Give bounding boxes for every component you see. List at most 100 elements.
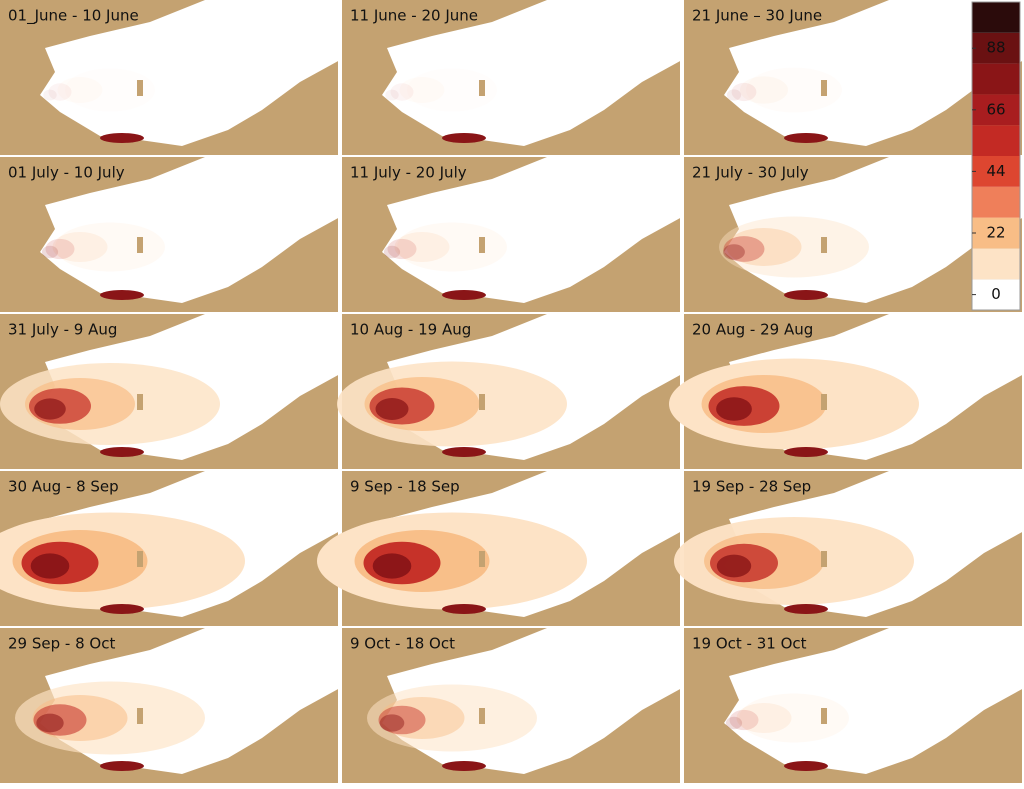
map-panel: 11 June - 20 June: [342, 0, 682, 155]
bloom-core: [723, 244, 745, 260]
colorbar-segment: [972, 94, 1020, 126]
lake: [40, 157, 340, 303]
map-panel: 20 Aug - 29 Aug: [669, 314, 1024, 469]
map-panel: 31 July - 9 Aug: [0, 314, 340, 469]
colorbar-segment: [972, 125, 1020, 156]
bloom-inner: [729, 709, 759, 731]
river-mouth: [442, 133, 486, 143]
bloom-outer: [65, 68, 155, 112]
panel-title: 20 Aug - 29 Aug: [692, 321, 813, 339]
island: [137, 80, 143, 96]
map-panel: 10 Aug - 19 Aug: [337, 314, 682, 469]
bloom-mid: [736, 703, 792, 733]
panel-title: 9 Sep - 18 Sep: [350, 478, 460, 496]
bloom-mid: [394, 232, 450, 262]
bloom-core: [379, 714, 405, 732]
bloom-core: [43, 89, 57, 101]
map-panel: 01 July - 10 July: [0, 157, 340, 312]
bloom-inner: [731, 82, 757, 102]
colorbar-segment: [972, 2, 1020, 33]
bloom-mid: [379, 697, 465, 739]
bloom-inner: [723, 236, 765, 262]
island: [137, 237, 143, 253]
river-mouth: [100, 133, 144, 143]
map-panel: 19 Oct - 31 Oct: [684, 628, 1024, 783]
lake: [724, 628, 1024, 774]
bloom-core: [726, 89, 742, 101]
map-panel: 01_June - 10 June: [0, 0, 340, 155]
river-mouth: [442, 761, 486, 771]
lake: [382, 157, 682, 303]
bloom-core: [375, 398, 409, 420]
map-panel: 19 Sep - 28 Sep: [674, 471, 1024, 626]
bloom-core: [383, 245, 401, 259]
river-mouth: [100, 604, 144, 614]
bloom-outer: [55, 222, 165, 272]
river-mouth: [100, 761, 144, 771]
colorbar-segment: [972, 217, 1020, 249]
bloom-core: [716, 397, 752, 421]
colorbar-segment: [972, 186, 1020, 218]
island: [479, 551, 485, 567]
panel-title: 9 Oct - 18 Oct: [350, 635, 455, 653]
panel-title: 21 June – 30 June: [692, 7, 822, 25]
bloom-core: [716, 554, 752, 578]
panel-title: 11 July - 20 July: [350, 164, 467, 182]
colorbar-frame: [971, 1, 1021, 311]
panel-title: 30 Aug - 8 Sep: [8, 478, 119, 496]
lake: [724, 157, 1024, 303]
river-mouth: [442, 604, 486, 614]
bloom-inner: [45, 238, 75, 260]
map-panel: 9 Oct - 18 Oct: [342, 628, 682, 783]
bloom-inner: [390, 83, 414, 101]
panel-title: 21 July - 30 July: [692, 164, 809, 182]
river-mouth: [784, 761, 828, 771]
lake: [382, 0, 682, 146]
lake: [40, 0, 340, 146]
panel-title: 29 Sep - 8 Oct: [8, 635, 115, 653]
panel-title: 19 Sep - 28 Sep: [692, 478, 811, 496]
river-mouth: [784, 290, 828, 300]
map-panel: 21 June – 30 June: [684, 0, 1024, 155]
colorbar-label: 22: [986, 224, 1005, 242]
panel-title: 10 Aug - 19 Aug: [350, 321, 471, 339]
colorbar-label: 0: [991, 285, 1001, 303]
bloom-core: [725, 716, 743, 730]
bloom-outer: [719, 216, 869, 278]
island: [821, 237, 827, 253]
map-panel: 29 Sep - 8 Oct: [0, 628, 340, 783]
colorbar-segment: [972, 63, 1020, 95]
river-mouth: [784, 447, 828, 457]
colorbar-segment: [972, 279, 1020, 310]
panel-title: 31 July - 9 Aug: [8, 321, 117, 339]
map-panel: 30 Aug - 8 Sep: [0, 471, 340, 626]
river-mouth: [784, 133, 828, 143]
island: [479, 80, 485, 96]
bloom-mid: [726, 228, 802, 266]
island: [821, 394, 827, 410]
bloom-outer: [367, 684, 537, 752]
bloom-outer: [739, 693, 849, 743]
bloom-outer: [397, 222, 507, 272]
island: [137, 394, 143, 410]
river-mouth: [784, 604, 828, 614]
panel-title: 01_June - 10 June: [8, 7, 139, 26]
island: [137, 551, 143, 567]
bloom-mid: [740, 76, 788, 104]
map-panel: 21 July - 30 July: [684, 157, 1024, 312]
bloom-core: [30, 553, 70, 579]
bloom-mid: [399, 77, 445, 103]
map-panel: 11 July - 20 July: [342, 157, 682, 312]
bloom-outer: [746, 67, 842, 113]
colorbar-segment: [972, 156, 1020, 187]
lake: [724, 0, 1024, 146]
panel-title: 19 Oct - 31 Oct: [692, 635, 807, 653]
colorbar-label: 66: [986, 100, 1005, 118]
bloom-inner: [378, 705, 426, 735]
bloom-core: [41, 245, 59, 259]
bloom-inner: [48, 83, 72, 101]
colorbar-label: 88: [986, 39, 1005, 57]
colorbar-segment: [972, 32, 1020, 64]
river-mouth: [442, 290, 486, 300]
